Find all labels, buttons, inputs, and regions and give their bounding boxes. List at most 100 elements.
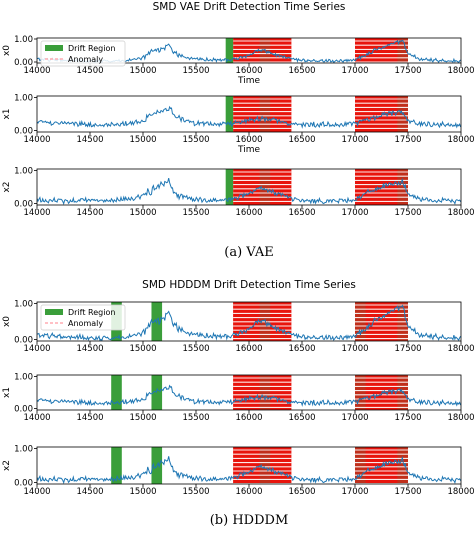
y-tick-label: 0.00 <box>14 335 33 345</box>
x-tick-label: 18000 <box>447 413 474 423</box>
anomaly-dense-band <box>397 447 408 484</box>
x-tick-label: 14000 <box>23 208 50 218</box>
drift-region <box>225 38 234 63</box>
drift-region <box>111 375 122 410</box>
legend-swatch-drift <box>45 45 63 51</box>
anomaly-dense-band <box>259 447 271 484</box>
series-line-x1 <box>37 105 461 129</box>
x-tick-label: 14500 <box>76 487 103 497</box>
drift-region <box>151 375 163 410</box>
x-tick-label: 15000 <box>129 66 156 76</box>
figure-caption: (a) VAE <box>224 245 273 260</box>
legend-label-drift: Drift Region <box>68 308 115 317</box>
legend-swatch-drift <box>45 309 63 315</box>
chart-hdddm: SMD HDDDM Drift Detection Time Series 0.0… <box>2 279 474 528</box>
x-tick-label: 17500 <box>394 135 421 145</box>
x-tick-label: 16000 <box>235 208 262 218</box>
legend-label-anomaly: Anomaly <box>68 319 103 328</box>
x-tick-label: 15500 <box>182 208 209 218</box>
anomaly-dense-band <box>355 375 366 410</box>
x-tick-label: 14500 <box>76 66 103 76</box>
y-tick-label: 1.00 <box>14 35 33 45</box>
x-tick-label: 15000 <box>129 135 156 145</box>
x-tick-label: 15000 <box>129 208 156 218</box>
plot-area <box>37 447 461 484</box>
drift-region <box>225 96 234 132</box>
x-tick-label: 16500 <box>288 413 315 423</box>
legend-label-drift: Drift Region <box>68 44 115 53</box>
y-axis-label: x2 <box>2 181 12 192</box>
chart-title: SMD VAE Drift Detection Time Series <box>153 1 346 13</box>
x-tick-label: 14000 <box>23 344 50 354</box>
x-axis-label: Time <box>237 145 260 155</box>
x-tick-label: 18000 <box>447 208 474 218</box>
anomaly-dense-band <box>259 169 271 205</box>
x-tick-label: 14500 <box>76 413 103 423</box>
series-line-x2 <box>37 456 461 484</box>
anomaly-dense-band <box>397 38 408 63</box>
x-tick-label: 17500 <box>394 208 421 218</box>
x-tick-label: 17500 <box>394 344 421 354</box>
x-tick-label: 15000 <box>129 413 156 423</box>
y-tick-label: 0.00 <box>14 127 33 137</box>
x-tick-label: 17500 <box>394 487 421 497</box>
x-tick-label: 16500 <box>288 135 315 145</box>
plot-area <box>37 96 461 132</box>
x-tick-label: 14000 <box>23 487 50 497</box>
chart-title: SMD HDDDM Drift Detection Time Series <box>142 279 356 291</box>
y-tick-label: 0.00 <box>14 200 33 210</box>
anomaly-dense-band <box>259 38 271 63</box>
legend-label-anomaly: Anomaly <box>68 55 103 64</box>
x-tick-label: 14000 <box>23 413 50 423</box>
x-tick-label: 14500 <box>76 208 103 218</box>
x-tick-label: 16500 <box>288 208 315 218</box>
y-tick-label: 1.00 <box>14 372 33 382</box>
plot-area <box>37 169 461 205</box>
drift-region <box>111 447 122 484</box>
x-tick-label: 14500 <box>76 344 103 354</box>
x-tick-label: 15500 <box>182 135 209 145</box>
x-tick-label: 15500 <box>182 413 209 423</box>
x-tick-label: 17500 <box>394 66 421 76</box>
y-axis-label: x1 <box>2 108 12 119</box>
anomaly-dense-band <box>355 447 366 484</box>
y-tick-label: 0.00 <box>14 58 33 68</box>
x-tick-label: 15500 <box>182 66 209 76</box>
x-tick-label: 15000 <box>129 487 156 497</box>
series-line-x1 <box>37 384 461 407</box>
x-tick-label: 15500 <box>182 487 209 497</box>
x-tick-label: 18000 <box>447 344 474 354</box>
series-line-x0 <box>37 304 461 341</box>
anomaly-dense-band <box>397 169 408 205</box>
x-tick-label: 15500 <box>182 344 209 354</box>
y-tick-label: 1.00 <box>14 444 33 454</box>
y-tick-label: 1.00 <box>14 93 33 103</box>
series-line-x2 <box>37 177 461 205</box>
x-tick-label: 16000 <box>235 344 262 354</box>
chart-vae: SMD VAE Drift Detection Time Series0.001… <box>2 1 474 260</box>
x-tick-label: 16500 <box>288 487 315 497</box>
drift-region <box>225 169 234 205</box>
plot-area <box>37 38 461 63</box>
x-tick-label: 16500 <box>288 66 315 76</box>
x-tick-label: 17000 <box>341 487 368 497</box>
x-tick-label: 18000 <box>447 487 474 497</box>
x-tick-label: 17000 <box>341 135 368 145</box>
x-tick-label: 18000 <box>447 135 474 145</box>
y-axis-label: x2 <box>2 460 12 471</box>
x-tick-label: 17000 <box>341 208 368 218</box>
plot-area <box>37 375 461 410</box>
x-axis-label: Time <box>237 76 260 86</box>
y-tick-label: 0.00 <box>14 405 33 415</box>
anomaly-dense-band <box>259 375 271 410</box>
y-axis-label: x0 <box>2 316 12 327</box>
y-tick-label: 1.00 <box>14 300 33 310</box>
x-tick-label: 16000 <box>235 135 262 145</box>
x-tick-label: 16000 <box>235 413 262 423</box>
x-tick-label: 14500 <box>76 135 103 145</box>
